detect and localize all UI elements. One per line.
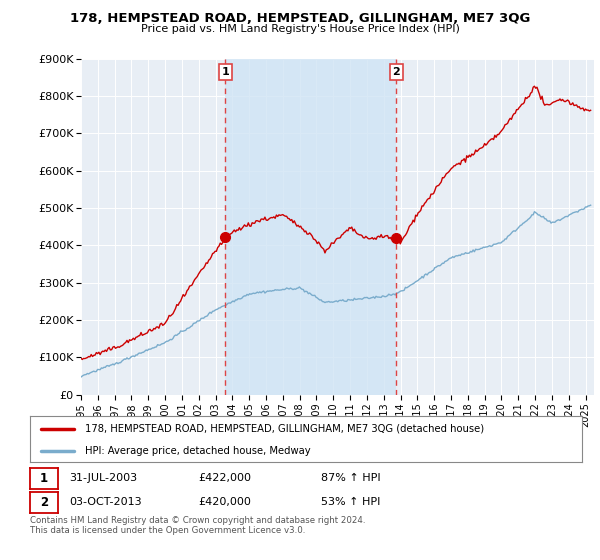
Text: Price paid vs. HM Land Registry's House Price Index (HPI): Price paid vs. HM Land Registry's House … — [140, 24, 460, 34]
Bar — [226, 59, 397, 395]
Text: 178, HEMPSTEAD ROAD, HEMPSTEAD, GILLINGHAM, ME7 3QG (detached house): 178, HEMPSTEAD ROAD, HEMPSTEAD, GILLINGH… — [85, 424, 484, 434]
Text: 2: 2 — [40, 496, 48, 509]
Text: 2: 2 — [392, 67, 400, 77]
Text: 03-OCT-2013: 03-OCT-2013 — [69, 497, 142, 507]
Text: £422,000: £422,000 — [198, 473, 251, 483]
Text: 87% ↑ HPI: 87% ↑ HPI — [321, 473, 380, 483]
Text: 31-JUL-2003: 31-JUL-2003 — [69, 473, 137, 483]
Text: £420,000: £420,000 — [198, 497, 251, 507]
Text: HPI: Average price, detached house, Medway: HPI: Average price, detached house, Medw… — [85, 446, 311, 455]
Text: 178, HEMPSTEAD ROAD, HEMPSTEAD, GILLINGHAM, ME7 3QG: 178, HEMPSTEAD ROAD, HEMPSTEAD, GILLINGH… — [70, 12, 530, 25]
Text: 1: 1 — [40, 472, 48, 485]
Text: 53% ↑ HPI: 53% ↑ HPI — [321, 497, 380, 507]
Text: Contains HM Land Registry data © Crown copyright and database right 2024.
This d: Contains HM Land Registry data © Crown c… — [30, 516, 365, 535]
Text: 1: 1 — [221, 67, 229, 77]
